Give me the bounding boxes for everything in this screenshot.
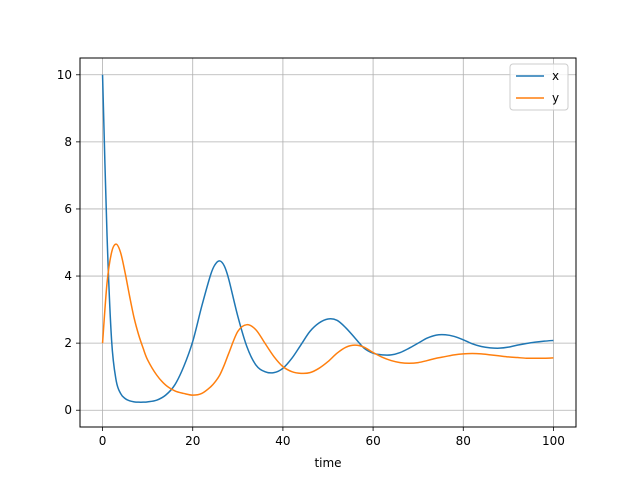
x-tick-label: 20	[185, 434, 200, 448]
series-line-y	[101, 243, 554, 396]
series-lines	[101, 74, 554, 403]
plot-area	[80, 58, 576, 427]
legend-label-x: x	[552, 69, 559, 83]
series-line-x	[101, 74, 554, 403]
y-tick-label: 10	[57, 68, 72, 82]
x-tick-label: 60	[365, 434, 380, 448]
x-axis-label: time	[314, 456, 341, 470]
y-tick-label: 4	[64, 269, 72, 283]
y-tick-label: 0	[64, 403, 72, 417]
y-tick-label: 6	[64, 202, 72, 216]
legend: xy	[509, 63, 569, 111]
ticks: 0 20 40 60 80 100 0 2 4 6 8 10	[57, 68, 565, 448]
y-tick-label: 8	[64, 135, 72, 149]
x-tick-label: 0	[99, 434, 107, 448]
legend-label-y: y	[552, 91, 559, 105]
axes-frame	[79, 57, 577, 428]
grid	[80, 58, 576, 427]
legend-box	[509, 63, 569, 111]
x-tick-label: 80	[456, 434, 471, 448]
y-tick-label: 2	[64, 336, 72, 350]
x-tick-label: 100	[542, 434, 565, 448]
x-tick-label: 40	[275, 434, 290, 448]
